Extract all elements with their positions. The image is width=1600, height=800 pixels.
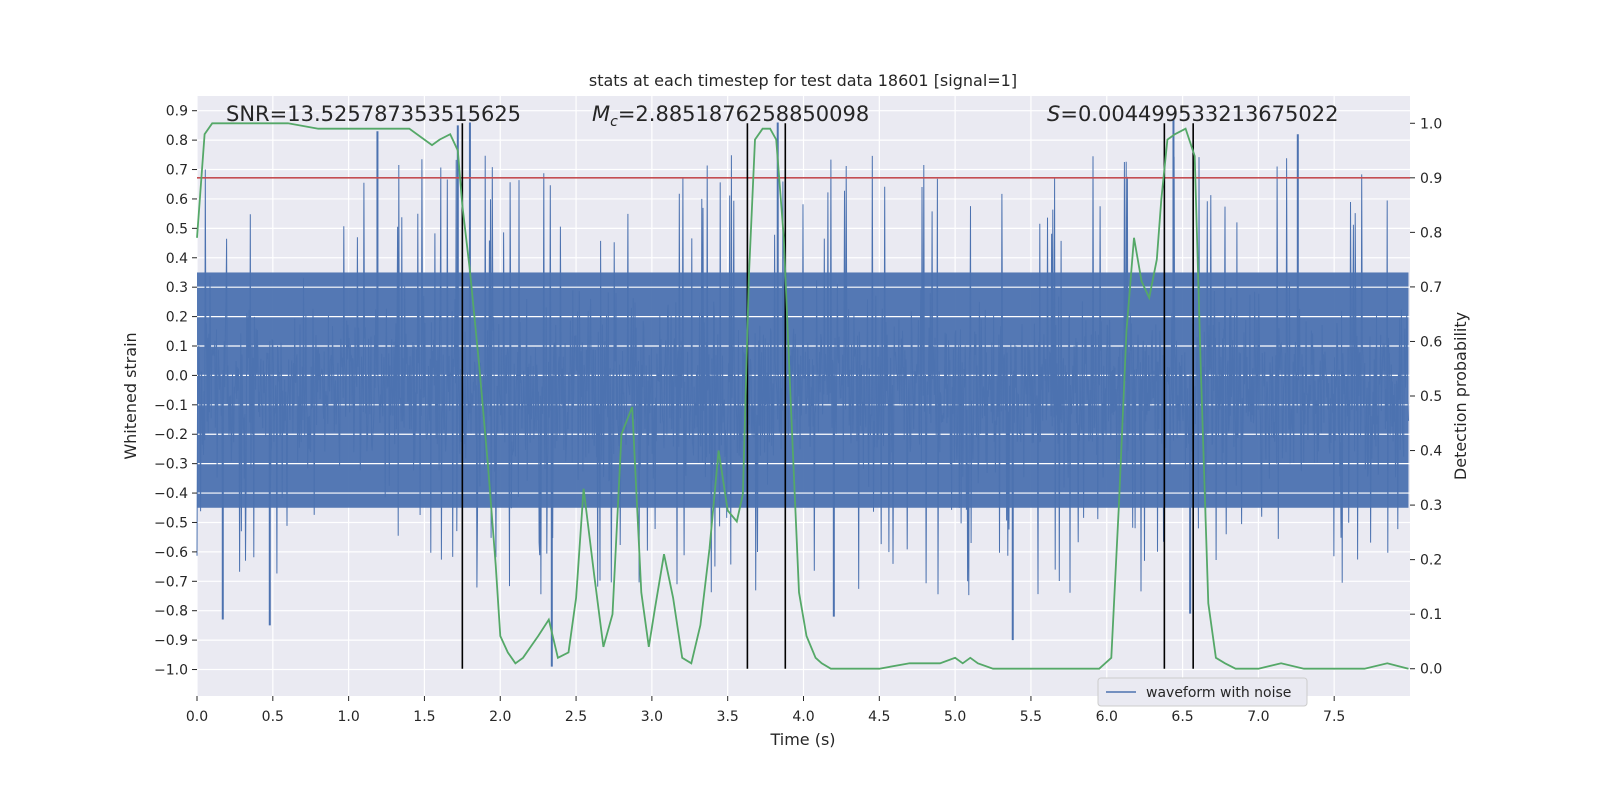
x-tick-label: 7.5: [1323, 709, 1345, 725]
y2-tick-label: 1.0: [1420, 116, 1442, 132]
chart-title: stats at each timestep for test data 186…: [589, 71, 1017, 90]
y-tick-label: 0.0: [166, 368, 188, 384]
y-tick-label: 0.3: [166, 280, 188, 296]
legend: waveform with noise: [1097, 677, 1308, 707]
y-tick-label: 0.7: [166, 163, 188, 179]
x-tick-label: 5.5: [1020, 709, 1042, 725]
y-axis-label: Whitened strain: [121, 332, 140, 459]
y-tick-label: −0.1: [154, 398, 188, 414]
y2-tick-label: 0.4: [1420, 444, 1442, 460]
x-axis-label: Time (s): [769, 730, 835, 749]
y2-tick-label: 0.8: [1420, 225, 1442, 241]
x-tick-label: 3.0: [641, 709, 663, 725]
y2-tick-label: 0.7: [1420, 280, 1442, 296]
legend-box: [1097, 677, 1308, 707]
y2-axis-label: Detection probability: [1451, 312, 1470, 480]
x-tick-label: 1.0: [337, 709, 359, 725]
y-tick-label: 0.8: [166, 133, 188, 149]
x-tick-label: 1.5: [413, 709, 435, 725]
y2-tick-label: 0.6: [1420, 334, 1442, 350]
x-axis-ticks: 0.0 0.5 1.0 1.5 2.0 2.5 3.0 3.5 4.0 4.5 5.0 5.5 6.0 6…: [186, 696, 1345, 725]
x-tick-label: 6.5: [1171, 709, 1193, 725]
y-tick-label: 0.6: [166, 192, 188, 208]
window-markers: [461, 123, 1194, 669]
s-value: =0.004499533213675022: [1060, 102, 1338, 126]
y-tick-label: −0.5: [154, 515, 188, 531]
y2-tick-label: 0.3: [1420, 498, 1442, 514]
y-tick-label: −0.3: [154, 457, 188, 473]
y-tick-label: −0.2: [154, 427, 188, 443]
x-tick-label: 4.0: [792, 709, 814, 725]
s-symbol: S: [1047, 102, 1060, 126]
chirp-mass-annotation: Mc=2.8851876258850098: [592, 102, 869, 130]
x-tick-label: 7.0: [1247, 709, 1269, 725]
chirp-mass-symbol: M: [592, 102, 610, 126]
y2-axis-ticks: 0.0 0.1 0.2 0.3 0.4 0.5 0.6 0.7 0.8 0.9 1.0: [1410, 116, 1442, 678]
x-tick-label: 4.5: [868, 709, 890, 725]
y-tick-label: −0.4: [154, 486, 188, 502]
series-waveform-with-noise: [196, 155, 1409, 596]
x-tick-label: 6.0: [1096, 709, 1118, 725]
y2-tick-label: 0.9: [1420, 171, 1442, 187]
x-tick-label: 0.5: [262, 709, 284, 725]
x-tick-label: 5.0: [944, 709, 966, 725]
y2-tick-label: 0.2: [1420, 553, 1442, 569]
s-annotation: S=0.004499533213675022: [1047, 102, 1338, 126]
x-tick-label: 3.5: [717, 709, 739, 725]
snr-annotation: SNR=13.525787353515625: [226, 102, 521, 126]
y2-tick-label: 0.0: [1420, 662, 1442, 678]
y-tick-label: 0.5: [166, 221, 188, 237]
chirp-mass-subscript: c: [610, 114, 618, 130]
y-tick-label: −1.0: [154, 663, 188, 679]
y-tick-label: −0.9: [154, 633, 188, 649]
y2-tick-label: 0.1: [1420, 607, 1442, 623]
chirp-mass-value: =2.8851876258850098: [618, 102, 869, 126]
y-tick-label: 0.2: [166, 310, 188, 326]
y-tick-label: −0.7: [154, 574, 188, 590]
legend-label-waveform: waveform with noise: [1146, 685, 1291, 701]
y-tick-label: −0.8: [154, 604, 188, 620]
x-tick-label: 2.5: [565, 709, 587, 725]
y-axis-ticks: 0.9 0.8 0.7 0.6 0.5 0.4 0.3 0.2 0.1 0.0 −0.1 −0.2 −0…: [154, 104, 197, 679]
y-tick-label: 0.9: [166, 104, 188, 120]
y-tick-label: 0.4: [166, 251, 188, 267]
series-detection-probability: [196, 122, 1409, 670]
y-tick-label: 0.1: [166, 339, 188, 355]
x-tick-label: 2.0: [489, 709, 511, 725]
x-tick-label: 0.0: [186, 709, 208, 725]
y2-tick-label: 0.5: [1420, 389, 1442, 405]
y-tick-label: −0.6: [154, 545, 188, 561]
